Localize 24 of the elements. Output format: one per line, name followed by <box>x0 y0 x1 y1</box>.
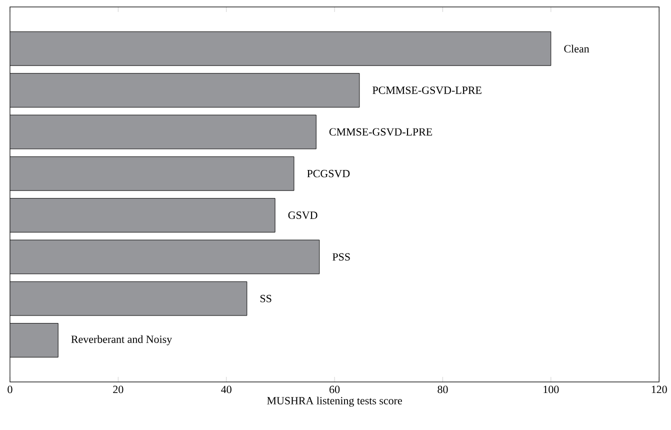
x-tick-label: 120 <box>652 386 667 394</box>
y-tick-label: PSS <box>332 253 350 261</box>
bar <box>10 156 294 191</box>
y-tick-label: PCGSVD <box>307 170 350 178</box>
bar <box>10 282 248 316</box>
y-tick-label: Clean <box>564 44 590 53</box>
bar <box>10 323 58 358</box>
x-tick-label: 0 <box>8 386 12 394</box>
x-tick-label: 20 <box>113 386 124 394</box>
x-axis-title: MUSHRA listening tests score <box>267 396 402 407</box>
x-tick-label: 60 <box>330 386 340 394</box>
y-tick-label: CMMSE-GSVD-LPRE <box>329 128 432 136</box>
x-tick-label: 100 <box>544 386 559 394</box>
y-tick-label: Reverberant and Noisy <box>71 335 172 346</box>
bar <box>10 114 316 150</box>
y-tick-label: PCMMSE-GSVD-LPRE <box>372 86 482 94</box>
y-tick-label: SS <box>260 295 272 302</box>
bar <box>10 240 320 274</box>
bar <box>10 198 276 233</box>
bar <box>10 73 360 108</box>
x-tick-label: 40 <box>221 386 232 394</box>
bar <box>10 32 552 66</box>
x-tick-label: 80 <box>438 386 448 394</box>
y-tick-label: GSVD <box>288 212 318 220</box>
